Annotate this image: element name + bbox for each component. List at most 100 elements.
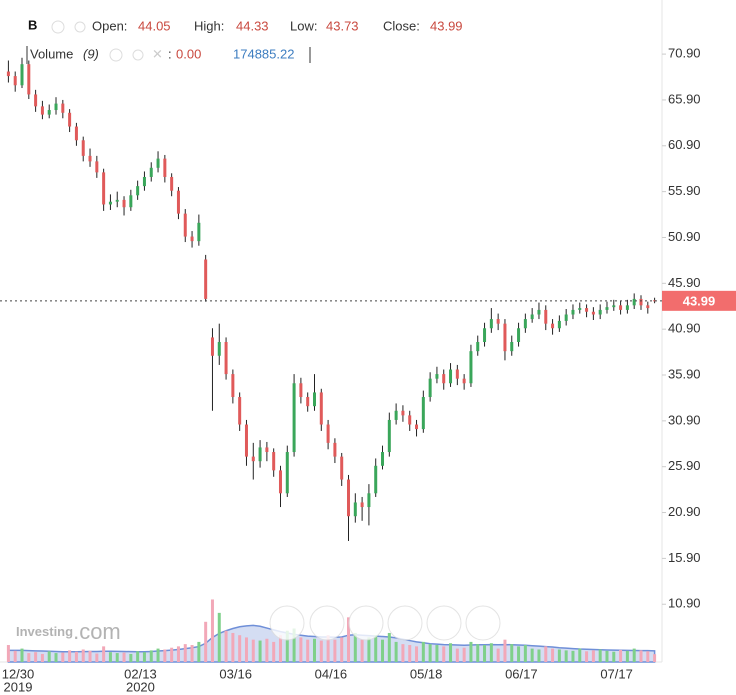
candle-body — [102, 172, 106, 205]
candle-body — [619, 305, 623, 310]
candle-body — [503, 323, 507, 352]
volume-bar — [272, 641, 276, 662]
candle-body — [74, 126, 78, 141]
tool-button[interactable] — [309, 605, 345, 641]
candle-body — [183, 213, 187, 237]
candle-body — [47, 110, 51, 115]
candle-body — [95, 161, 99, 173]
tool-button[interactable] — [387, 605, 423, 641]
x-tick-label: 12/30 — [2, 666, 35, 681]
candle-body — [544, 309, 548, 324]
candle-body — [306, 397, 310, 407]
volume-bar — [34, 652, 38, 662]
candle-body — [605, 307, 609, 310]
watermark-suffix: .com — [73, 619, 121, 644]
volume-bar — [54, 653, 58, 662]
last-price-label: 43.99 — [683, 293, 716, 308]
y-tick-label: 25.90 — [668, 458, 701, 473]
x-tick-label: 04/16 — [315, 666, 348, 681]
tool-button[interactable] — [348, 605, 384, 641]
candle-body — [115, 199, 119, 202]
gear-icon[interactable] — [132, 49, 144, 61]
volume-bar — [258, 640, 262, 662]
volume-bar — [40, 653, 44, 662]
eye-icon[interactable] — [51, 20, 65, 34]
volume-bar — [108, 652, 112, 662]
candle-body — [653, 300, 657, 302]
volume-bar — [455, 648, 459, 662]
candle-body — [238, 397, 242, 425]
close-icon[interactable]: ✕ — [152, 46, 163, 61]
candle-body — [421, 397, 425, 430]
candle-body — [217, 342, 221, 356]
volume-bar — [510, 644, 514, 662]
x-tick-label: 07/17 — [600, 666, 633, 681]
volume-bar — [523, 645, 527, 662]
volume-bar — [204, 621, 208, 662]
tool-button[interactable] — [269, 605, 305, 641]
candle-body — [598, 309, 602, 315]
candle-body — [408, 415, 412, 425]
candle-body — [632, 298, 636, 306]
gear-icon[interactable] — [74, 21, 86, 33]
candle-body — [244, 424, 248, 457]
volume-bar — [476, 644, 480, 662]
last-price-tag — [662, 290, 736, 311]
candle-body — [204, 259, 208, 299]
volume-bar — [347, 617, 351, 662]
volume-bar — [122, 652, 126, 662]
volume-bar — [469, 641, 473, 662]
volume-bar — [564, 650, 568, 662]
candle-body — [149, 167, 153, 177]
volume-bar — [442, 646, 446, 662]
candle-body — [387, 419, 391, 453]
volume-bar — [489, 643, 493, 662]
volume-bar — [115, 653, 119, 662]
volume-bar — [285, 630, 289, 662]
candle-body — [122, 199, 126, 208]
candle-body — [401, 410, 405, 416]
watermark: Investing.com — [16, 619, 121, 644]
candle-body — [428, 378, 432, 398]
candle-body — [258, 447, 262, 462]
volume-bar — [74, 651, 78, 662]
candle-body — [319, 392, 323, 425]
volume-bar — [156, 648, 160, 662]
candle-body — [68, 112, 72, 127]
volume-bar — [612, 651, 616, 662]
eye-icon[interactable] — [109, 48, 123, 62]
candle-body — [176, 190, 180, 214]
volume-bar — [449, 643, 453, 662]
low-label: Low: — [290, 18, 317, 33]
candle-body — [156, 158, 160, 168]
volume-label: Volume — [30, 46, 73, 61]
candle-body — [530, 314, 534, 320]
candle-body — [347, 479, 351, 517]
candle-body — [190, 236, 194, 242]
candle-body — [476, 342, 480, 352]
header: B Open: 44.05 High: 44.33 Low: 43.73 Clo… — [26, 17, 463, 64]
volume-bar — [578, 648, 582, 662]
volume-bar — [625, 650, 629, 662]
volume-bar — [197, 641, 201, 662]
volume-bar — [129, 653, 133, 662]
candle-body — [61, 103, 65, 113]
candle-body — [299, 383, 303, 398]
candle-body — [13, 76, 17, 86]
volume-bar — [360, 639, 364, 662]
volume-bar — [238, 635, 242, 662]
volume-bar — [374, 635, 378, 662]
tool-button[interactable] — [426, 605, 462, 641]
volume-bar — [224, 630, 228, 662]
tool-button[interactable] — [465, 605, 501, 641]
candle-body — [639, 298, 643, 306]
volume-bar — [61, 652, 65, 662]
candle-body — [312, 392, 316, 407]
candle-body — [360, 502, 364, 508]
volume-bar — [544, 646, 548, 662]
candle-body — [285, 452, 289, 494]
volume-value: 174885.22 — [233, 46, 294, 61]
volume-bar — [210, 599, 214, 662]
